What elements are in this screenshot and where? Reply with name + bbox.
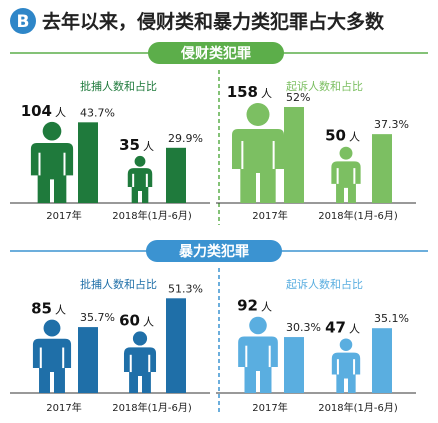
percent-bar [372, 134, 392, 203]
count-label: 60 [119, 311, 140, 329]
person-icon-body [30, 142, 74, 203]
person-icon-head [43, 319, 61, 337]
section-banner-property [148, 42, 284, 64]
percent-bar [78, 122, 98, 203]
period-label: 2017年 [252, 209, 287, 222]
person-icon-arm-gap-left [132, 173, 135, 187]
panel-caption: 批捕人数和占比 [80, 79, 157, 93]
person-icon [123, 331, 157, 393]
period-label: 2017年 [46, 401, 81, 414]
panel-caption: 起诉人数和占比 [286, 79, 363, 93]
person-icon-arm-gap-right [148, 354, 151, 373]
count-unit: 人 [143, 315, 154, 328]
percent-label: 37.3% [374, 118, 409, 131]
count-unit: 人 [261, 301, 272, 314]
person-icon-body [331, 161, 361, 203]
person-icon-body [232, 129, 284, 203]
percent-bar [166, 147, 186, 203]
count-unit: 人 [261, 87, 272, 100]
period-label: 2018年(1月-6月) [318, 209, 398, 222]
person-icon-arm-gap-left [241, 141, 244, 169]
person-icon-arm-gap-left [245, 345, 248, 368]
count-unit: 人 [349, 322, 360, 335]
badge-letter: B [17, 12, 30, 32]
person-icon-arm-gap-right [268, 345, 271, 368]
section-banner-violent [146, 240, 282, 262]
percent-bar [372, 328, 392, 393]
panel-caption: 批捕人数和占比 [80, 277, 157, 291]
person-icon-arm-gap-left [336, 359, 339, 375]
infographic-title: 去年以来，侵财类和暴力类犯罪占大多数 [42, 10, 385, 33]
person-icon-head [134, 155, 146, 167]
percent-label: 52% [286, 91, 310, 104]
person-icon [30, 121, 74, 203]
period-label: 2018年(1月-6月) [112, 209, 192, 222]
period-label: 2018年(1月-6月) [318, 401, 398, 414]
person-icon-head [249, 316, 267, 335]
percent-bar [166, 298, 186, 393]
person-icon-arm-gap-right [62, 347, 65, 369]
count-label: 50 [325, 127, 346, 145]
person-icon [238, 316, 278, 393]
person-icon-arm-gap-left [38, 152, 41, 176]
percent-label: 35.7% [80, 311, 115, 324]
person-icon-head [42, 121, 62, 141]
section-title-violent: 暴力类犯罪 [178, 243, 249, 260]
person-icon-arm-gap-right [63, 152, 66, 176]
person-icon-head [339, 338, 353, 352]
count-label: 158 [227, 83, 258, 101]
period-label: 2018年(1月-6月) [112, 401, 192, 414]
person-icon-body [127, 168, 153, 203]
person-icon-body [123, 347, 157, 393]
person-icon-arm-gap-right [353, 359, 356, 375]
person-icon-arm-gap-right [353, 168, 356, 184]
person-icon-arm-gap-left [129, 354, 132, 373]
percent-label: 29.9% [168, 132, 203, 145]
count-unit: 人 [55, 304, 66, 317]
person-icon [331, 338, 361, 393]
count-label: 85 [31, 300, 52, 318]
person-icon [331, 146, 361, 203]
percent-bar [284, 337, 304, 393]
count-label: 47 [325, 318, 346, 336]
count-label: 104 [21, 102, 52, 120]
person-icon-arm-gap-left [336, 168, 339, 184]
count-label: 35 [119, 136, 140, 154]
period-label: 2017年 [46, 209, 81, 222]
badge-circle [10, 8, 36, 34]
count-unit: 人 [55, 106, 66, 119]
percent-bar [284, 107, 304, 203]
person-icon-arm-gap-left [39, 347, 42, 369]
person-icon [127, 155, 153, 203]
person-icon-arm-gap-right [272, 141, 275, 169]
percent-label: 43.7% [80, 106, 115, 119]
percent-label: 51.3% [168, 282, 203, 295]
count-label: 92 [237, 297, 258, 315]
period-label: 2017年 [252, 401, 287, 414]
percent-label: 35.1% [374, 312, 409, 325]
person-icon-head [339, 146, 353, 160]
person-icon-body [331, 352, 361, 393]
count-unit: 人 [143, 140, 154, 153]
person-icon-head [246, 103, 270, 126]
percent-label: 30.3% [286, 321, 321, 334]
panel-caption: 起诉人数和占比 [286, 277, 363, 291]
person-icon-head [132, 331, 148, 346]
person-icon-body [238, 336, 278, 393]
count-unit: 人 [349, 131, 360, 144]
person-icon-body [32, 338, 72, 393]
percent-bar [78, 327, 98, 393]
section-title-property: 侵财类犯罪 [180, 45, 251, 62]
person-icon [232, 103, 284, 203]
person-icon-arm-gap-right [145, 173, 148, 187]
person-icon [32, 319, 72, 393]
